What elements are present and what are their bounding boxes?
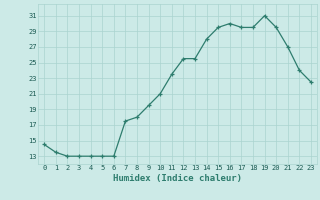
X-axis label: Humidex (Indice chaleur): Humidex (Indice chaleur) — [113, 174, 242, 183]
